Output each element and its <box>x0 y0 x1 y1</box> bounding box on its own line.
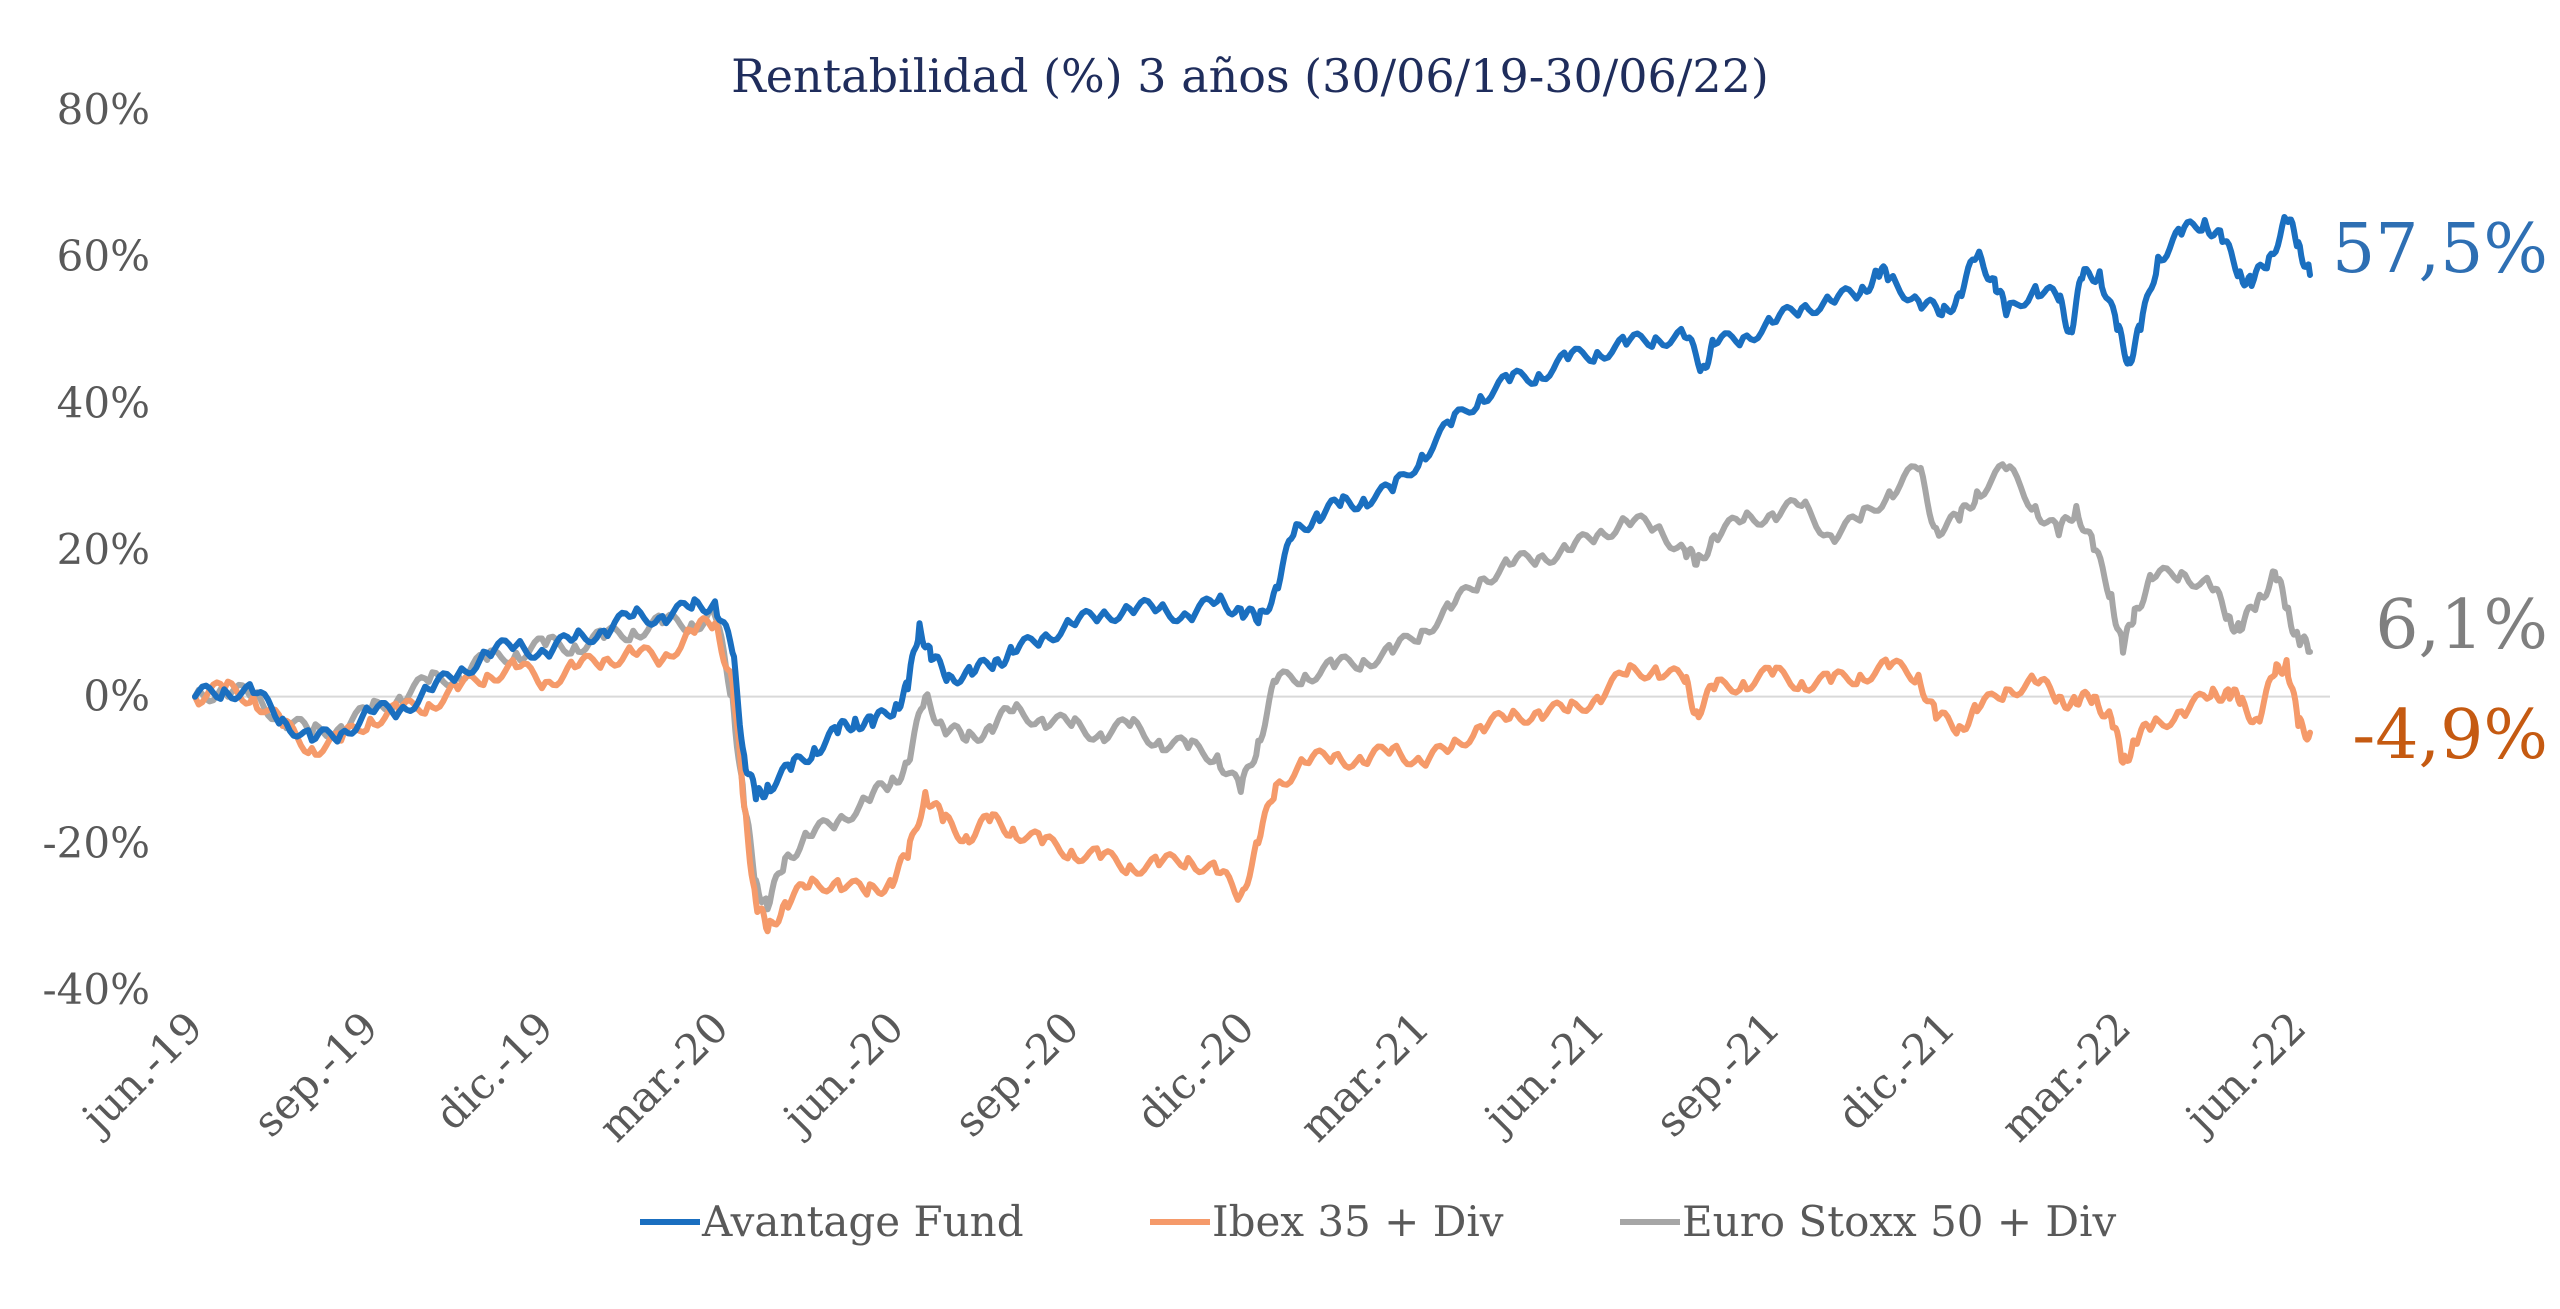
series-line-ibex-35-div <box>192 615 2313 935</box>
chart-title: Rentabilidad (%) 3 años (30/06/19-30/06/… <box>731 49 1769 103</box>
end-labels: 57,5% -4,9% 6,1% <box>2332 210 2548 775</box>
y-tick-label: 20% <box>57 525 150 574</box>
x-tick-label: dic.-21 <box>1828 1002 1965 1139</box>
series-lines <box>192 214 2313 935</box>
y-tick-label: -40% <box>42 965 150 1014</box>
end-value-label: -4,9% <box>2352 696 2548 775</box>
series-line-avantage-fund <box>192 214 2313 803</box>
x-tick-label: sep.-20 <box>945 1002 1089 1146</box>
x-tick-label: dic.-19 <box>426 1002 563 1139</box>
x-tick-label: jun.-19 <box>69 1002 212 1145</box>
x-tick-label: sep.-21 <box>1646 1002 1790 1146</box>
end-value-label: 6,1% <box>2375 586 2548 665</box>
y-tick-label: 40% <box>57 378 150 427</box>
x-tick-label: jun.-20 <box>770 1002 913 1145</box>
x-tick-label: jun.-22 <box>2172 1002 2315 1145</box>
x-tick-label: sep.-19 <box>244 1002 388 1146</box>
end-value-label: 57,5% <box>2332 210 2548 289</box>
legend-label: Euro Stoxx 50 + Div <box>1682 1197 2117 1246</box>
legend: Avantage Fund Ibex 35 + Div Euro Stoxx 50 … <box>640 1197 2117 1246</box>
y-tick-label: -20% <box>42 818 150 867</box>
x-axis: jun.-19 sep.-19 dic.-19 mar.-20 jun.-20 sep.-… <box>69 1002 2315 1151</box>
y-tick-label: 60% <box>57 232 150 281</box>
series-line-euro-stoxx-50-div <box>192 461 2313 913</box>
x-tick-label: jun.-21 <box>1471 1002 1614 1145</box>
x-tick-label: mar.-21 <box>1290 1002 1439 1151</box>
x-tick-label: dic.-20 <box>1127 1002 1264 1139</box>
y-axis: 80% 60% 40% 20% 0% -20% -40% <box>42 85 150 1014</box>
y-tick-label: 0% <box>83 672 150 721</box>
y-tick-label: 80% <box>57 85 150 134</box>
legend-label: Avantage Fund <box>701 1197 1024 1246</box>
x-tick-label: mar.-20 <box>589 1002 738 1151</box>
x-tick-label: mar.-22 <box>1991 1002 2140 1151</box>
legend-label: Ibex 35 + Div <box>1212 1197 1504 1246</box>
